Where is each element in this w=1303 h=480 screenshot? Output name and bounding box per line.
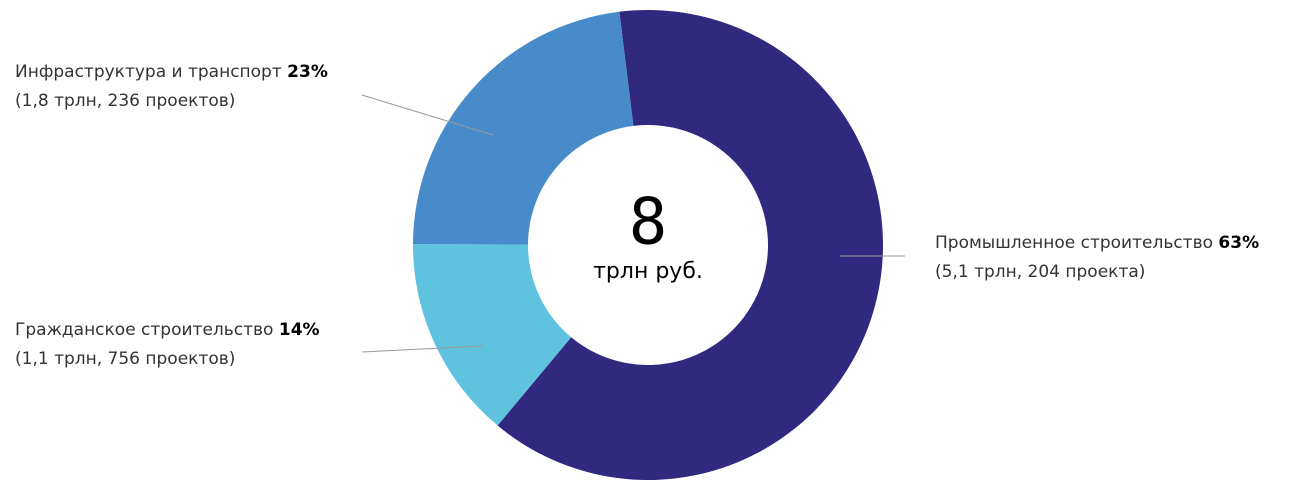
category-detail: (1,1 трлн, 756 проектов) [15, 349, 235, 369]
category-detail: (5,1 трлн, 204 проекта) [935, 262, 1145, 282]
donut-segment [413, 11, 634, 245]
category-name: Гражданское строительство [15, 320, 273, 340]
value-label: 23% [287, 62, 328, 82]
value-label: 63% [1218, 233, 1259, 253]
leader-line [361, 345, 484, 353]
donut-segment [497, 10, 883, 480]
total-label: трлн руб. [593, 259, 703, 284]
category-name: Промышленное строительство [935, 233, 1213, 253]
value-label: 14% [279, 320, 320, 340]
donut-segment [413, 244, 572, 426]
category-detail: (1,8 трлн, 236 проектов) [15, 91, 235, 111]
total-value: 8 [629, 186, 668, 260]
category-label: Гражданское строительство 14% [15, 320, 320, 340]
leader-line [361, 94, 494, 136]
category-label: Инфраструктура и транспорт 23% [15, 62, 328, 82]
category-name: Инфраструктура и транспорт [15, 62, 282, 82]
category-label: Промышленное строительство 63% [935, 233, 1259, 253]
